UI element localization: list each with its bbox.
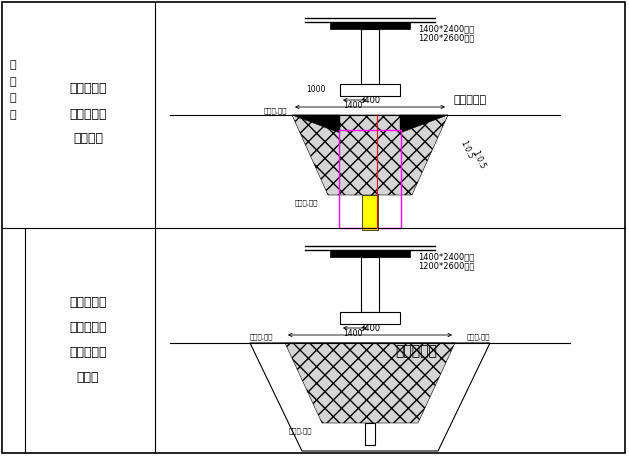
- Text: 施
工
程
序: 施 工 程 序: [9, 60, 16, 120]
- Text: 回填土,压实: 回填土,压实: [250, 334, 273, 340]
- Polygon shape: [400, 115, 448, 133]
- Text: 承台、立柱
处换填断面
图（未回填
部分）: 承台、立柱 处换填断面 图（未回填 部分）: [69, 296, 107, 384]
- Text: 1200*2600大樑: 1200*2600大樑: [418, 261, 474, 270]
- Bar: [339, 130, 401, 228]
- Bar: [361, 29, 379, 84]
- Text: 1200*2600大樑: 1200*2600大樑: [418, 33, 474, 42]
- Polygon shape: [285, 343, 455, 423]
- Text: 1400: 1400: [343, 329, 363, 338]
- Bar: [362, 195, 378, 230]
- Text: 回填土,压实: 回填土,压实: [289, 428, 312, 434]
- Bar: [330, 250, 410, 257]
- Polygon shape: [292, 115, 448, 195]
- Bar: [340, 312, 400, 324]
- Bar: [361, 257, 379, 312]
- Text: 回填土,压实: 回填土,压实: [264, 108, 287, 114]
- Text: 砂石混合料: 砂石混合料: [395, 344, 437, 358]
- Text: 砂石混合料: 砂石混合料: [453, 95, 486, 105]
- Text: 1400*2400大樑: 1400*2400大樑: [418, 24, 474, 33]
- Text: 3400: 3400: [359, 324, 381, 333]
- Text: 1400*2400大樑: 1400*2400大樑: [418, 252, 474, 261]
- Text: 1000: 1000: [306, 85, 326, 95]
- Text: 1400: 1400: [343, 101, 363, 110]
- Text: 3400: 3400: [359, 96, 381, 105]
- Bar: [330, 22, 410, 29]
- Text: 回填土,压实: 回填土,压实: [467, 334, 491, 340]
- Text: 无承台处断
面图（未回
填部分）: 无承台处断 面图（未回 填部分）: [69, 83, 107, 145]
- Text: 1:0.5: 1:0.5: [470, 149, 486, 170]
- Polygon shape: [292, 115, 340, 133]
- Bar: [365, 423, 375, 445]
- Text: 1:0.5: 1:0.5: [458, 139, 474, 161]
- Text: 回填土,压实: 回填土,压实: [294, 200, 318, 206]
- Bar: [340, 84, 400, 96]
